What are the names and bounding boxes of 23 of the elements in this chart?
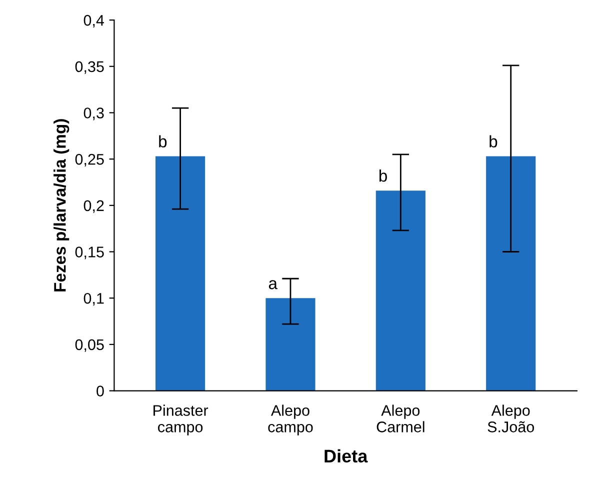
y-tick-label: 0,3 [84, 108, 104, 120]
annotation: b [490, 135, 498, 148]
y-tick-label: 0,35 [75, 61, 104, 74]
annotation: b [159, 135, 167, 148]
x-tick-label: Alepo campo [268, 404, 313, 436]
x-axis-title: Dieta [324, 449, 368, 463]
y-tick-label: 0,05 [75, 339, 104, 352]
x-tick-label: Alepo Carmel [376, 404, 424, 432]
y-tick-label: 0,15 [75, 246, 104, 260]
y-tick-label: 0 [96, 386, 104, 396]
y-tick-label: 0,25 [75, 154, 104, 167]
annotation: a [268, 280, 278, 290]
x-tick-label: Pinaster campo [154, 404, 208, 436]
bar [156, 156, 206, 391]
y-tick-label: 0,1 [84, 292, 104, 306]
y-axis-title: Fezes p/larva/dia (mg) [54, 119, 70, 292]
annotation: b [379, 169, 387, 182]
bar [376, 190, 426, 391]
y-tick-label: 0,2 [84, 200, 104, 213]
y-tick-label: 0,4 [84, 14, 104, 28]
bar [486, 156, 536, 391]
bar [266, 298, 316, 391]
x-tick-label: Alepo S.João [488, 404, 534, 432]
